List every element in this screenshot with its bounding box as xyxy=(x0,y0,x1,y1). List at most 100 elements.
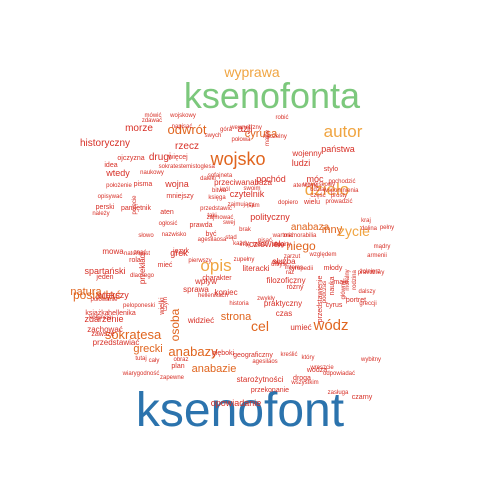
word-interes: interes xyxy=(285,265,303,271)
word-wiarygodność: wiarygodność xyxy=(122,371,160,377)
word-drugi: drugi xyxy=(149,152,171,163)
word-polityczny: polityczny xyxy=(250,212,290,222)
word-prowadzić: prowadzić xyxy=(325,199,352,205)
word-wodza: wodza xyxy=(306,367,327,374)
word-greccji: greccji xyxy=(359,301,376,307)
word-praktyczny: praktyczny xyxy=(264,299,302,308)
word-życie: życie xyxy=(338,223,370,239)
word-strona: strona xyxy=(221,311,252,323)
word-zdarzenie: zdarzenie xyxy=(84,314,123,324)
word-cyrus: cyrus xyxy=(326,302,343,309)
word-zajmować: zajmować xyxy=(207,215,234,221)
word-zapewne: zapewne xyxy=(160,375,185,381)
word-pochód: pochód xyxy=(256,174,286,184)
word-słowo: słowo xyxy=(138,233,154,239)
word-grek: grek xyxy=(170,248,188,258)
word-dopiero: dopiero xyxy=(278,200,299,206)
word-każdy: każdy xyxy=(233,241,249,247)
word-peloponeski: peloponeski xyxy=(123,303,155,309)
word-stylo: stylo xyxy=(324,166,339,173)
word-zachować: zachować xyxy=(87,325,123,334)
word-nauka: nauka xyxy=(329,276,336,295)
word-literacki: literacki xyxy=(242,264,269,273)
word-umysł: umysł xyxy=(271,262,287,268)
word-opowiadanie: opowiadanie xyxy=(211,398,262,408)
word-naukowy: naukowy xyxy=(140,170,164,176)
word-rzecz: rzecz xyxy=(175,141,199,152)
word-czym: czym xyxy=(163,297,169,311)
word-względem: względem xyxy=(308,252,336,258)
word-ludzi: ludzi xyxy=(292,158,311,168)
word-brak: brak xyxy=(239,227,252,233)
word-daleki: daleki xyxy=(200,176,216,182)
word-wspomnienia: wspomnienia xyxy=(322,188,359,194)
word-czarny: czarny xyxy=(352,394,373,401)
word-spartański: spartański xyxy=(84,266,125,276)
word-korynciei: korynciei xyxy=(89,315,113,321)
word-portret: portret xyxy=(346,297,366,304)
word-anabazy: anabazy xyxy=(168,344,218,359)
word-napisać: napisać xyxy=(172,124,193,130)
word-historyczny: historyczny xyxy=(80,138,130,149)
word-wyprawa: wyprawa xyxy=(223,64,279,80)
word-taki: taki xyxy=(207,213,216,219)
word-góra: góra xyxy=(220,127,233,133)
word-wielu: wielu xyxy=(303,199,320,206)
word-połowanie: połowanie xyxy=(90,297,118,303)
word-rodzina: rodzina xyxy=(352,270,358,290)
word-unwojskowy: unwojskowy xyxy=(303,182,335,188)
word-idea: idea xyxy=(104,162,117,169)
word-państwa: państwa xyxy=(321,144,355,154)
word-niego: niego xyxy=(286,239,316,253)
word-posiadać: posiadać xyxy=(73,288,121,302)
word-pochodzić: pochodzić xyxy=(328,179,355,185)
word-nazwisko: nazwisko xyxy=(162,232,187,238)
word-swoim: swoim xyxy=(243,186,260,192)
word-anabazie: anabazie xyxy=(192,363,237,375)
word-kraj: kraj xyxy=(361,218,371,224)
word-móc: móc xyxy=(306,174,324,184)
word-księga: księga xyxy=(208,195,226,201)
word-głęboki: głęboki xyxy=(212,350,235,357)
word-mało: mało xyxy=(333,279,348,286)
word-król: król xyxy=(220,187,230,193)
word-rola: rola xyxy=(129,257,141,264)
word-pisma: pisma xyxy=(134,181,153,188)
word-prawda: prawda xyxy=(190,222,213,229)
word-tożeż: tożeż xyxy=(253,242,267,248)
word-mówić: mówić xyxy=(144,113,161,119)
word-dalszy: dalszy xyxy=(358,289,375,295)
word-starożytności: starożytności xyxy=(237,375,284,384)
word-służba: służba xyxy=(272,257,296,266)
word-pravdziwy: pravdziwy xyxy=(358,270,385,276)
word-robić: robić xyxy=(275,115,288,121)
word-historia: historia xyxy=(229,301,249,307)
word-człowiek: człowiek xyxy=(249,239,284,249)
word-wojskowy: wojskowy xyxy=(169,113,196,119)
word-większy: większy xyxy=(96,290,129,300)
word-należy: należy xyxy=(92,211,109,217)
word-ksenofonta: ksenofonta xyxy=(184,75,361,116)
word-autor: autor xyxy=(324,122,363,141)
word-stąd: stąd xyxy=(225,235,236,241)
word-charakter: charakter xyxy=(202,275,232,282)
word-osoba: osoba xyxy=(168,308,182,341)
word-pełny: pełny xyxy=(380,225,394,231)
word-obraz: obraz xyxy=(173,357,188,363)
word-agesilaosa: agesilaosa xyxy=(198,237,227,243)
word-memorabilia: memorabilia xyxy=(284,233,317,239)
word-wódz: wódz xyxy=(312,317,348,334)
word-azji: azji xyxy=(237,124,252,135)
word-bitwa: bitwa xyxy=(212,188,227,194)
word-książka: książka xyxy=(85,310,108,317)
word-morze: morze xyxy=(125,123,153,134)
word-pierwszy: pierwszy xyxy=(188,258,211,264)
word-czas: czas xyxy=(276,309,292,318)
word-droga: droga xyxy=(293,375,311,382)
word-ogłosić: ogłosić xyxy=(159,221,178,227)
word-zasługa: zasługa xyxy=(328,390,349,396)
word-wojsko: wojsko xyxy=(209,149,265,169)
word-pisać: pisać xyxy=(258,238,272,244)
word-przekonanie: przekonanie xyxy=(251,387,289,394)
word-główny: główny xyxy=(341,281,347,300)
